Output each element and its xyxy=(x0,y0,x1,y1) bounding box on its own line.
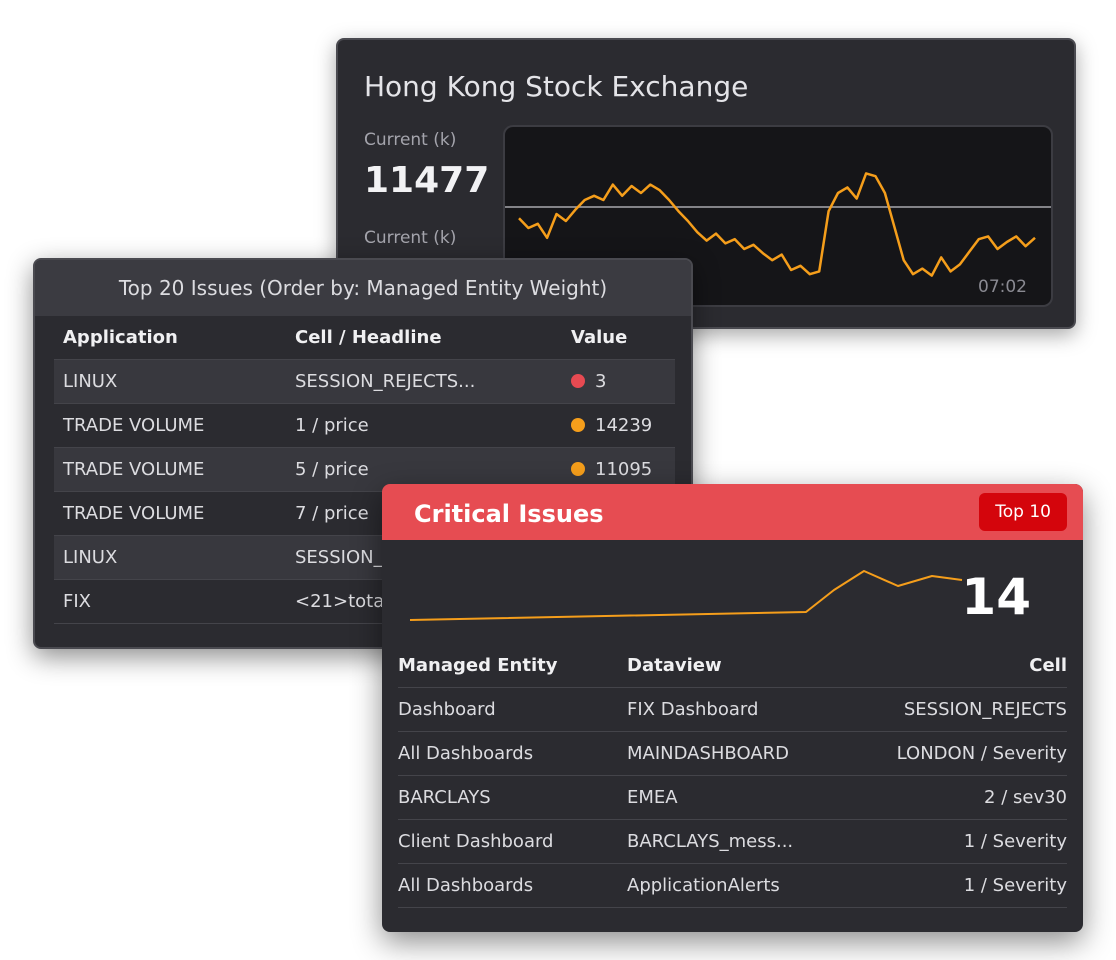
top-10-badge[interactable]: Top 10 xyxy=(979,493,1067,531)
cell-cell: 2 / sev30 xyxy=(984,787,1067,808)
hkex-title: Hong Kong Stock Exchange xyxy=(364,70,749,103)
cell-managed-entity: All Dashboards xyxy=(398,743,534,764)
critical-trend-line xyxy=(409,570,963,621)
cell-headline: SESSION_REJECTS... xyxy=(295,371,476,392)
cell-cell: SESSION_REJECTS xyxy=(903,699,1067,720)
critical-issues-panel: Critical Issues Top 10 14 Managed Entity… xyxy=(382,484,1083,932)
table-row[interactable]: LINUX SESSION_REJECTS... 3 xyxy=(54,360,675,404)
cell-headline: 5 / price xyxy=(295,459,369,480)
cell-dataview: FIX Dashboard xyxy=(627,699,759,720)
cell-dataview: ApplicationAlerts xyxy=(627,875,780,896)
column-header-managed-entity: Managed Entity xyxy=(398,655,558,676)
cell-headline: 7 / price xyxy=(295,503,369,524)
top-issues-rows: LINUX SESSION_REJECTS... 3 TRADE VOLUME 1 / … xyxy=(54,360,675,624)
table-row[interactable]: Client Dashboard BARCLAYS_mess... 1 / Seve… xyxy=(398,820,1067,864)
column-header-cell-headline: Cell / Headline xyxy=(295,327,442,348)
column-header-application: Application xyxy=(63,327,178,348)
column-header-dataview: Dataview xyxy=(627,655,722,676)
current-label-secondary: Current (k) xyxy=(364,228,457,248)
value-text: 3 xyxy=(595,371,607,392)
cell-managed-entity: BARCLAYS xyxy=(398,787,491,808)
cell-managed-entity: Client Dashboard xyxy=(398,831,554,852)
top-issues-table: Application Cell / Headline Value LINUX S… xyxy=(54,316,675,624)
status-dot-icon xyxy=(571,462,585,476)
table-row[interactable]: Dashboard FIX Dashboard SESSION_REJECTS xyxy=(398,688,1067,732)
critical-issues-header: Critical Issues Top 10 xyxy=(382,484,1083,540)
value-text: 14239 xyxy=(595,415,653,436)
table-row[interactable]: All Dashboards MAINDASHBOARD LONDON / Seve… xyxy=(398,732,1067,776)
table-row[interactable]: TRADE VOLUME 7 / price xyxy=(54,492,675,536)
critical-count: 14 xyxy=(961,568,1031,626)
table-row[interactable]: All Dashboards ApplicationAlerts 1 / Sever… xyxy=(398,864,1067,908)
chart-time-label: 07:02 xyxy=(978,277,1027,297)
critical-issues-table: Managed Entity Dataview Cell Dashboard FI… xyxy=(398,644,1067,908)
cell-cell: 1 / Severity xyxy=(963,831,1067,852)
cell-application: TRADE VOLUME xyxy=(63,503,205,524)
table-row[interactable]: TRADE VOLUME 5 / price 11095 xyxy=(54,448,675,492)
cell-application: TRADE VOLUME xyxy=(63,415,205,436)
cell-cell: 1 / Severity xyxy=(963,875,1067,896)
table-header-row: Managed Entity Dataview Cell xyxy=(398,644,1067,688)
critical-issues-title: Critical Issues xyxy=(414,500,604,528)
critical-issues-rows: Dashboard FIX Dashboard SESSION_REJECTS All… xyxy=(398,688,1067,908)
cell-headline: 1 / price xyxy=(295,415,369,436)
critical-sparkline xyxy=(409,570,963,621)
cell-application: FIX xyxy=(63,591,91,612)
current-label: Current (k) xyxy=(364,130,457,150)
table-row[interactable]: BARCLAYS EMEA 2 / sev30 xyxy=(398,776,1067,820)
cell-application: LINUX xyxy=(63,371,118,392)
table-row[interactable]: TRADE VOLUME 1 / price 14239 xyxy=(54,404,675,448)
hkex-chart-svg xyxy=(505,172,1051,277)
cell-headline: SESSION_ xyxy=(295,547,383,568)
cell-value: 11095 xyxy=(571,448,652,492)
cell-dataview: BARCLAYS_mess... xyxy=(627,831,794,852)
cell-application: TRADE VOLUME xyxy=(63,459,205,480)
cell-managed-entity: Dashboard xyxy=(398,699,496,720)
cell-application: LINUX xyxy=(63,547,118,568)
column-header-cell: Cell xyxy=(1029,655,1067,676)
price-series-line xyxy=(518,172,1036,277)
table-row[interactable]: FIX <21>totall xyxy=(54,580,675,624)
status-dot-icon xyxy=(571,418,585,432)
cell-cell: LONDON / Severity xyxy=(896,743,1067,764)
current-value: 11477 xyxy=(364,160,490,201)
status-dot-icon xyxy=(571,374,585,388)
value-text: 11095 xyxy=(595,459,653,480)
table-header-row: Application Cell / Headline Value xyxy=(54,316,675,360)
top-issues-title: Top 20 Issues (Order by: Managed Entity … xyxy=(35,260,691,316)
cell-value: 14239 xyxy=(571,404,652,448)
cell-headline: <21>totall xyxy=(295,591,395,612)
cell-dataview: EMEA xyxy=(627,787,678,808)
cell-dataview: MAINDASHBOARD xyxy=(627,743,789,764)
cell-managed-entity: All Dashboards xyxy=(398,875,534,896)
column-header-value: Value xyxy=(571,327,628,348)
cell-value: 3 xyxy=(571,360,606,404)
